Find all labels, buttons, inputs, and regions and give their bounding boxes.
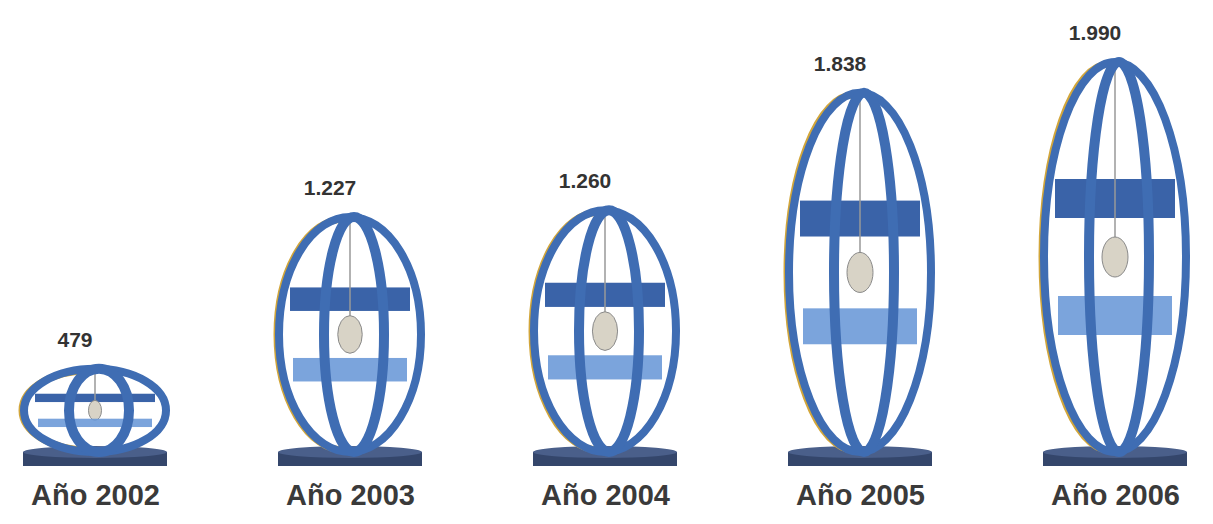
chain bbox=[1114, 62, 1116, 239]
egg bbox=[1102, 237, 1128, 277]
tick: Año 2006 bbox=[1051, 479, 1180, 511]
axis-line bbox=[96, 476, 1116, 477]
outer-ring bbox=[279, 217, 421, 452]
tick-label: Año 2004 bbox=[541, 479, 670, 511]
inner-ring bbox=[834, 93, 894, 452]
tick-label: Año 2005 bbox=[796, 479, 925, 511]
inner-ring bbox=[324, 217, 384, 452]
sculpture-bar bbox=[1042, 62, 1187, 466]
egg bbox=[89, 400, 102, 420]
tick: Año 2002 bbox=[31, 479, 160, 511]
tick: Año 2005 bbox=[796, 479, 925, 511]
outer-ring bbox=[789, 93, 931, 452]
plot-area bbox=[22, 62, 1187, 466]
sculpture-bar bbox=[22, 369, 167, 466]
inner-ring bbox=[1089, 62, 1149, 452]
tick-label: Año 2006 bbox=[1051, 479, 1180, 511]
egg bbox=[847, 252, 873, 292]
outer-ring bbox=[1044, 62, 1186, 452]
chain bbox=[349, 217, 351, 318]
front-band bbox=[803, 308, 917, 344]
front-band bbox=[38, 419, 152, 427]
tick: Año 2004 bbox=[541, 479, 670, 511]
inner-ring bbox=[69, 369, 129, 452]
data-label: 1.990 bbox=[1069, 21, 1122, 44]
egg bbox=[338, 316, 362, 354]
front-band bbox=[293, 358, 407, 382]
chart: 4791.2271.2601.8381.990Año 2002Año 2003A… bbox=[0, 0, 1213, 524]
outer-ring bbox=[534, 210, 676, 452]
sculpture-bar bbox=[787, 93, 932, 466]
data-label: 1.227 bbox=[304, 176, 357, 199]
sculpture-bar bbox=[277, 217, 422, 466]
x-axis: Año 2002 Año 2003 Año 2004 Año 2005 Año 2006 bbox=[31, 477, 1180, 511]
tick: Año 2003 bbox=[286, 479, 415, 511]
egg bbox=[592, 312, 617, 351]
front-band bbox=[1058, 296, 1172, 335]
sculpture-bar bbox=[532, 210, 677, 466]
tick-label: Año 2003 bbox=[286, 479, 415, 511]
chain bbox=[604, 210, 606, 313]
outer-ring bbox=[24, 369, 166, 452]
data-label: 1.838 bbox=[814, 52, 867, 75]
chain bbox=[859, 93, 861, 255]
front-band bbox=[548, 355, 662, 379]
tick-label: Año 2002 bbox=[31, 479, 160, 511]
data-label: 1.260 bbox=[559, 169, 612, 192]
inner-ring bbox=[579, 210, 639, 452]
data-labels: 479 1.227 1.260 1.838 1.990 bbox=[57, 21, 1121, 351]
data-label: 479 bbox=[57, 328, 92, 351]
